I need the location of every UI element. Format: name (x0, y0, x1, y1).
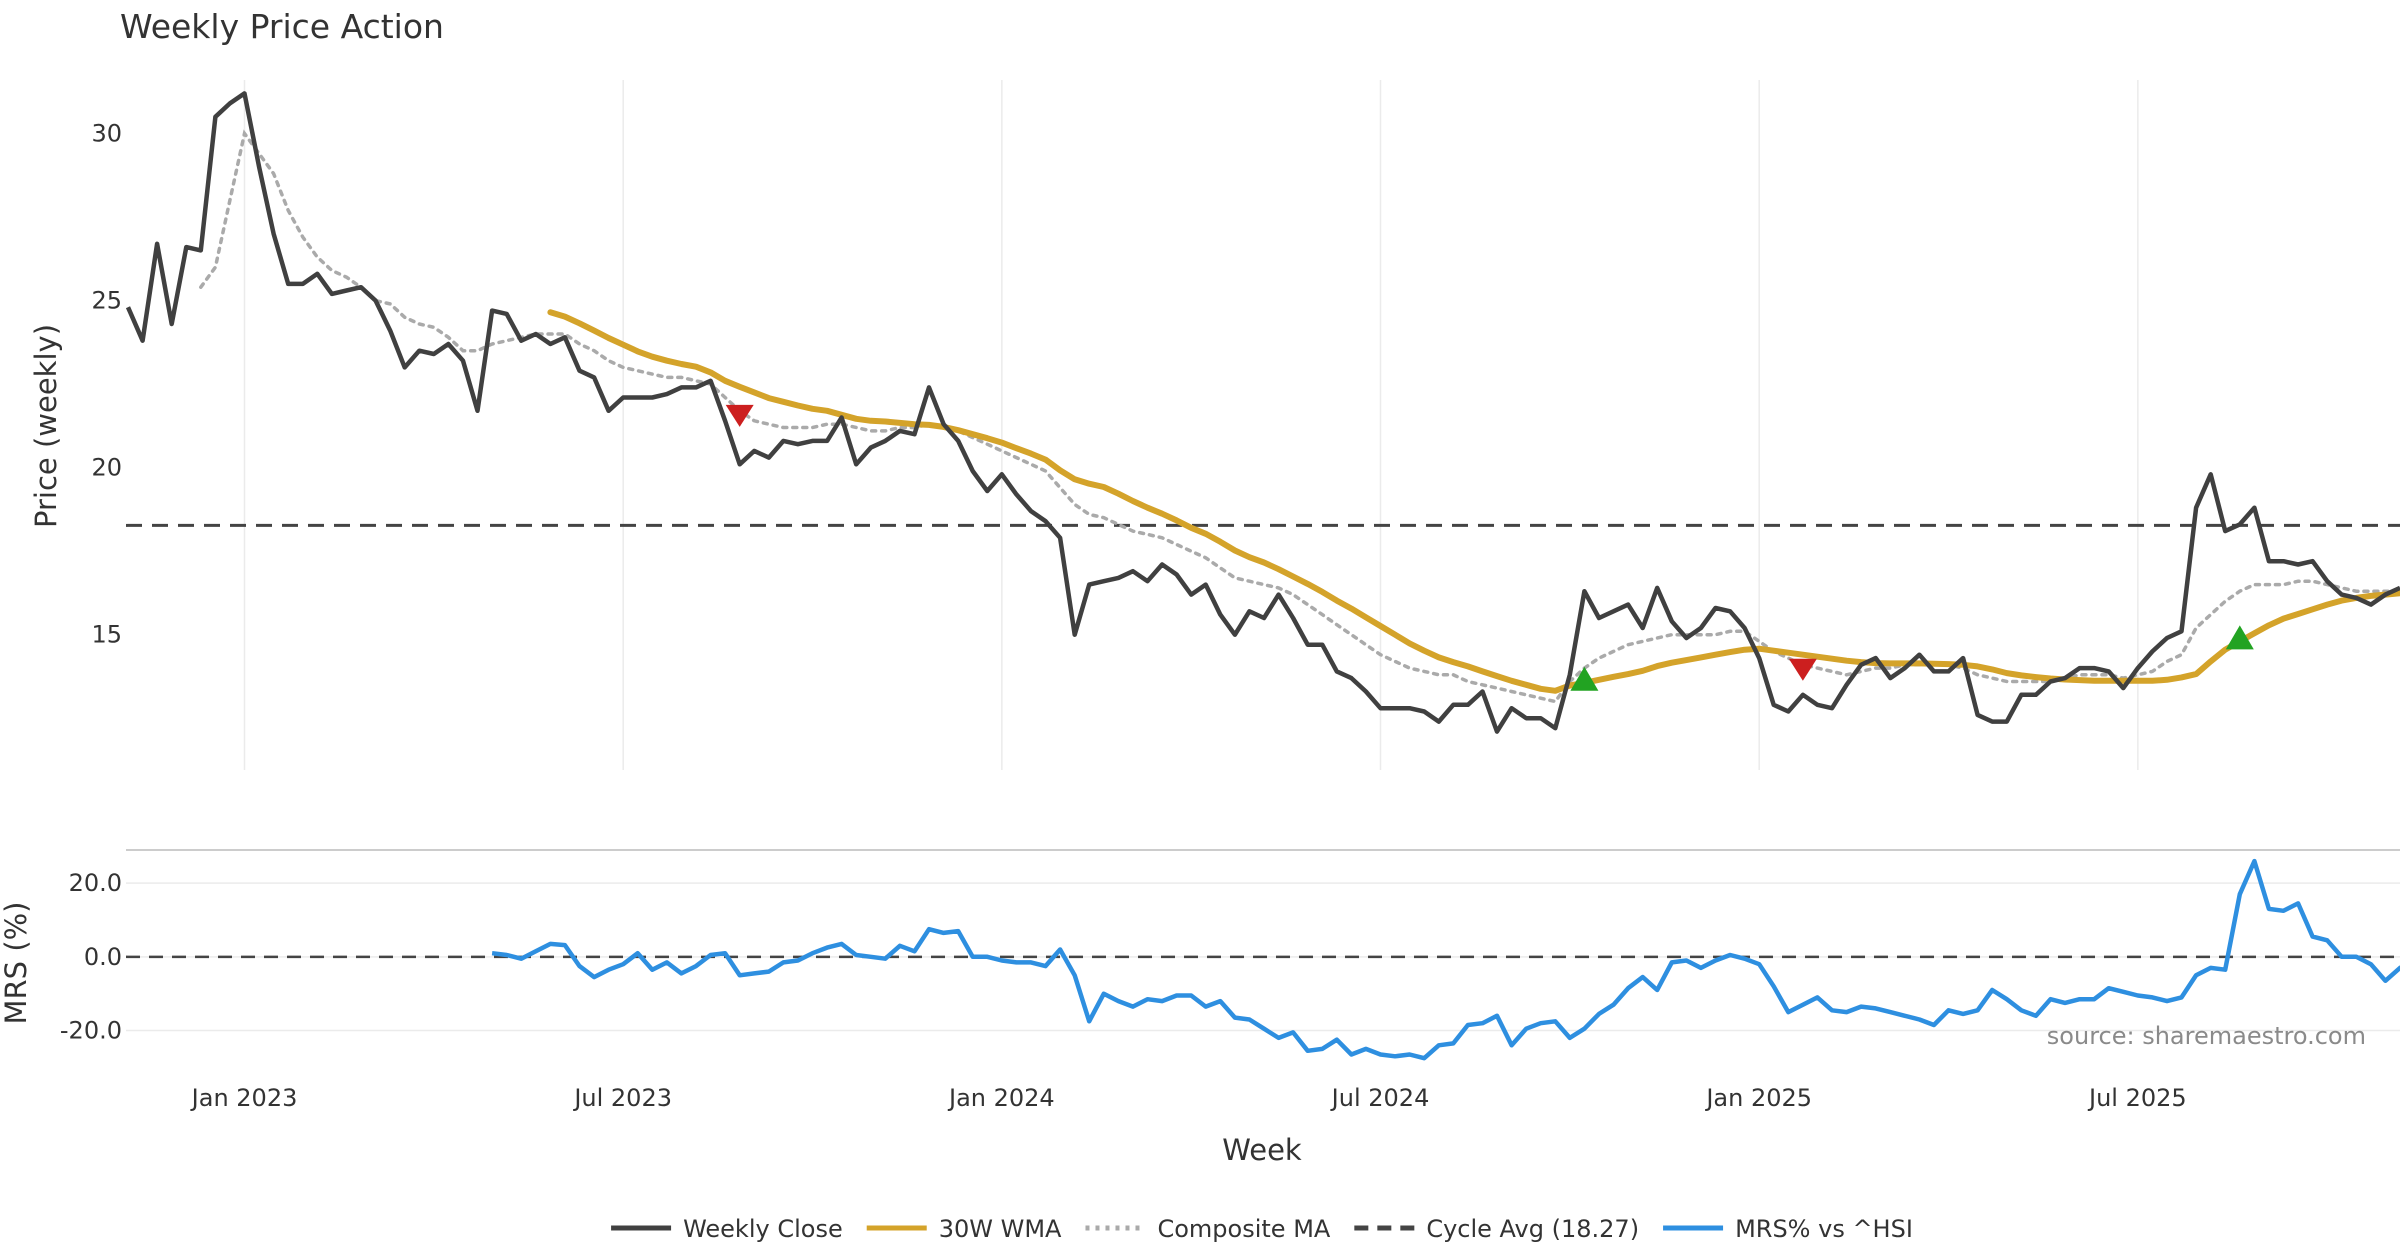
price-y-tick-label: 20 (91, 454, 122, 482)
weekly-close-line (125, 91, 2400, 734)
legend: Weekly Close 30W WMA Composite MA Cycle Avg… (611, 1215, 1913, 1243)
mrs-y-tick-label: -20.0 (60, 1017, 122, 1045)
y-tick-labels: 15 20 25 30 20.0 0.0 -20.0 (60, 120, 122, 1045)
mrs-y-tick-label: 0.0 (84, 943, 122, 971)
x-tick-labels: Jan 2023 Jul 2023 Jan 2024 Jul 2024 Jan 2025… (190, 1084, 2187, 1112)
signal-markers (725, 404, 2254, 691)
legend-label: Cycle Avg (18.27) (1426, 1215, 1639, 1243)
legend-label: Weekly Close (683, 1215, 843, 1243)
legend-label: Composite MA (1157, 1215, 1330, 1243)
chart-title: Weekly Price Action (120, 7, 444, 46)
x-tick-label: Jul 2024 (1330, 1084, 1430, 1112)
legend-label: MRS% vs ^HSI (1735, 1215, 1913, 1243)
buy-signal-marker (2225, 625, 2254, 650)
price-y-tick-label: 25 (91, 287, 122, 315)
x-axis-label: Week (1222, 1133, 1302, 1167)
price-series (125, 91, 2400, 734)
x-tick-label: Jan 2024 (947, 1084, 1055, 1112)
buy-signal-marker (1570, 666, 1599, 691)
mrs-series (126, 858, 2400, 1061)
legend-label: 30W WMA (939, 1215, 1062, 1243)
source-note: source: sharemaestro.com (2047, 1022, 2366, 1050)
price-y-tick-label: 15 (91, 621, 122, 649)
y-axis-label-price: Price (weekly) (29, 324, 63, 528)
y-axis-label-mrs: MRS (%) (0, 902, 33, 1025)
price-y-tick-label: 30 (91, 120, 122, 148)
wma-30w-line (547, 309, 2400, 694)
mrs-y-tick-label: 20.0 (69, 869, 122, 897)
x-tick-label: Jan 2025 (1704, 1084, 1812, 1112)
sell-signal-marker (1788, 658, 1817, 681)
mrs-line (491, 858, 2400, 1061)
grid-lines (126, 80, 2400, 1032)
x-tick-label: Jul 2023 (572, 1084, 672, 1112)
x-tick-label: Jan 2023 (190, 1084, 298, 1112)
x-tick-label: Jul 2025 (2087, 1084, 2187, 1112)
composite-ma-line (199, 129, 2400, 704)
sell-signal-marker (725, 404, 754, 427)
